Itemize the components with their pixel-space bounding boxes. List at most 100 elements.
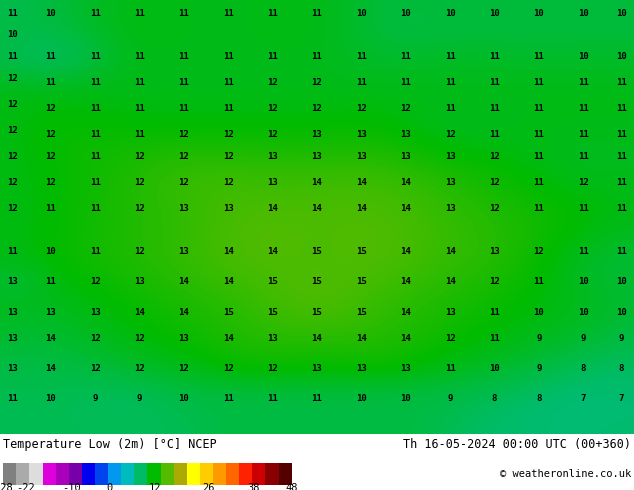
Text: 11: 11: [534, 204, 544, 213]
Text: 11: 11: [179, 78, 189, 87]
Text: 12: 12: [179, 151, 189, 161]
Text: 14: 14: [445, 277, 455, 286]
Text: 15: 15: [356, 247, 366, 256]
Text: 11: 11: [578, 151, 588, 161]
Bar: [121, 463, 134, 485]
Text: 26: 26: [202, 483, 214, 490]
Text: 14: 14: [401, 334, 411, 343]
Text: 10: 10: [445, 8, 455, 18]
Text: 13: 13: [8, 334, 18, 343]
Text: 14: 14: [356, 334, 366, 343]
Text: 12: 12: [312, 104, 322, 113]
Text: 10: 10: [179, 394, 189, 403]
Text: 13: 13: [401, 364, 411, 373]
Text: 12: 12: [179, 178, 189, 187]
Text: 11: 11: [46, 204, 56, 213]
Text: 12: 12: [8, 178, 18, 187]
Text: 11: 11: [268, 8, 278, 18]
Text: 12: 12: [489, 204, 500, 213]
Text: 12: 12: [578, 178, 588, 187]
Text: 14: 14: [312, 204, 322, 213]
Text: 13: 13: [356, 364, 366, 373]
Bar: [134, 463, 147, 485]
Text: 14: 14: [134, 308, 145, 317]
Text: 12: 12: [534, 247, 544, 256]
Text: 11: 11: [268, 52, 278, 61]
Text: 10: 10: [489, 8, 500, 18]
Text: 11: 11: [616, 151, 626, 161]
Text: 15: 15: [312, 308, 322, 317]
Text: 11: 11: [616, 130, 626, 139]
Text: 11: 11: [534, 178, 544, 187]
Text: -28: -28: [0, 483, 13, 490]
Bar: [42, 463, 56, 485]
Text: 11: 11: [223, 52, 233, 61]
Text: 11: 11: [90, 78, 100, 87]
Text: 12: 12: [134, 247, 145, 256]
Text: 10: 10: [616, 277, 626, 286]
Bar: [200, 463, 213, 485]
Text: 13: 13: [179, 334, 189, 343]
Text: 11: 11: [489, 130, 500, 139]
Bar: [56, 463, 68, 485]
Text: 12: 12: [134, 204, 145, 213]
Text: 12: 12: [90, 364, 100, 373]
Text: 11: 11: [534, 52, 544, 61]
Text: 11: 11: [223, 8, 233, 18]
Bar: [239, 463, 252, 485]
Text: 12: 12: [223, 151, 233, 161]
Bar: [108, 463, 121, 485]
Text: 11: 11: [534, 151, 544, 161]
Text: 12: 12: [8, 125, 18, 135]
Text: 9: 9: [581, 334, 586, 343]
Text: 11: 11: [312, 52, 322, 61]
Text: 11: 11: [90, 204, 100, 213]
Text: Th 16-05-2024 00:00 UTC (00+360): Th 16-05-2024 00:00 UTC (00+360): [403, 438, 631, 451]
Text: 11: 11: [90, 178, 100, 187]
Text: 13: 13: [489, 247, 500, 256]
Text: 11: 11: [90, 247, 100, 256]
Bar: [160, 463, 174, 485]
Text: 12: 12: [268, 130, 278, 139]
Text: 12: 12: [401, 104, 411, 113]
Text: 12: 12: [179, 364, 189, 373]
Text: 11: 11: [578, 78, 588, 87]
Bar: [68, 463, 82, 485]
Text: 10: 10: [578, 308, 588, 317]
Text: 11: 11: [179, 52, 189, 61]
Text: 9: 9: [536, 364, 541, 373]
Text: 11: 11: [268, 394, 278, 403]
Text: 14: 14: [223, 277, 233, 286]
Text: 11: 11: [578, 130, 588, 139]
Text: 15: 15: [312, 277, 322, 286]
Bar: [3, 463, 16, 485]
Text: 14: 14: [46, 334, 56, 343]
Text: 10: 10: [534, 8, 544, 18]
Text: 10: 10: [356, 8, 366, 18]
Text: 13: 13: [312, 130, 322, 139]
Text: 11: 11: [179, 104, 189, 113]
Bar: [252, 463, 266, 485]
Text: 11: 11: [312, 8, 322, 18]
Text: 11: 11: [356, 78, 366, 87]
Text: 12: 12: [268, 104, 278, 113]
Text: 14: 14: [312, 334, 322, 343]
Text: 12: 12: [134, 178, 145, 187]
Text: 10: 10: [8, 30, 18, 39]
Text: 13: 13: [312, 364, 322, 373]
Text: 14: 14: [445, 247, 455, 256]
Text: 8: 8: [536, 394, 541, 403]
Text: 13: 13: [8, 277, 18, 286]
Text: 10: 10: [578, 277, 588, 286]
Text: 12: 12: [46, 104, 56, 113]
Text: 11: 11: [489, 104, 500, 113]
Text: 11: 11: [223, 394, 233, 403]
Text: 14: 14: [401, 204, 411, 213]
Bar: [95, 463, 108, 485]
Text: 12: 12: [312, 78, 322, 87]
FancyArrow shape: [292, 464, 302, 484]
Bar: [278, 463, 292, 485]
Text: 7: 7: [581, 394, 586, 403]
Text: 14: 14: [401, 277, 411, 286]
Text: 10: 10: [46, 394, 56, 403]
